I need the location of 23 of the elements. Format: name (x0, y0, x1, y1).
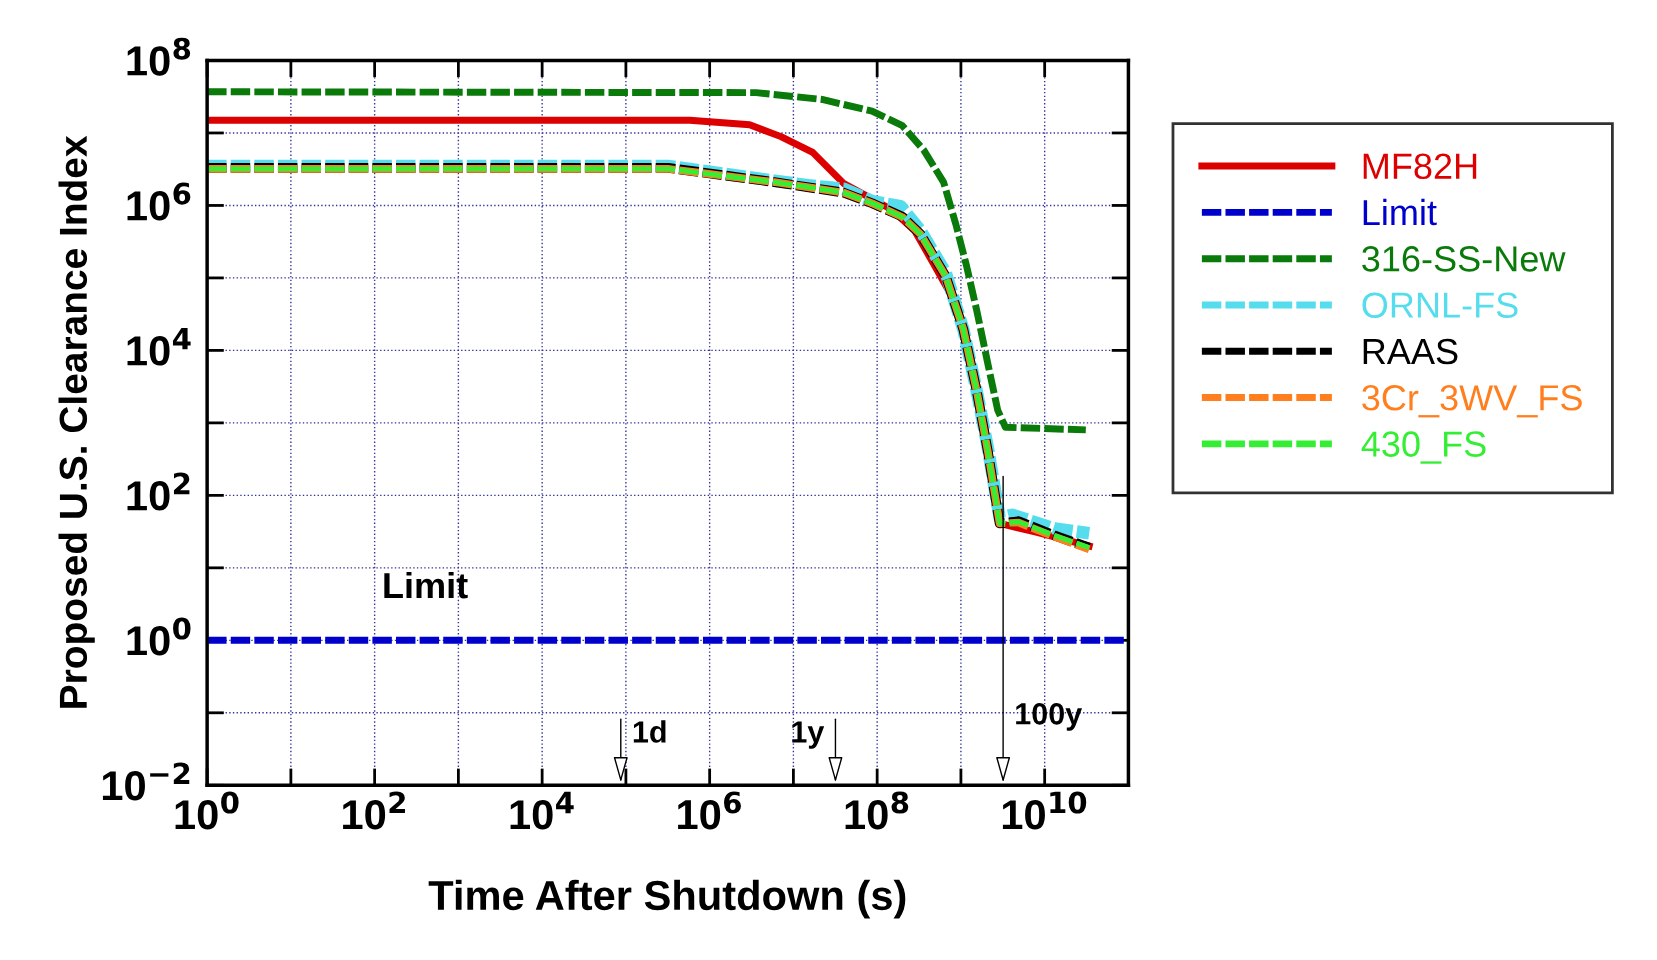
x-tick-label: 10$^{10}$ (1002, 791, 1087, 830)
x-tick-label: 10$^{6}$ (678, 791, 741, 830)
legend-label: 3Cr_3WV_FS (1362, 385, 1582, 418)
legend-label: ORNL-FS (1362, 292, 1518, 318)
x-tick-label: 10$^{2}$ (343, 791, 405, 830)
annotation: 1d (633, 720, 666, 743)
legend-label: RAAS (1363, 338, 1458, 365)
legend-label: 430_FS (1361, 431, 1486, 464)
y-tick-label: 10$^{2}$ (127, 472, 190, 511)
legend-label: MF82H (1363, 153, 1477, 180)
legend-label: 316-SS-New (1362, 246, 1566, 272)
y-tick-label: 10$^{8}$ (127, 37, 191, 76)
x-axis-title: Time After Shutdown (s) (428, 879, 906, 919)
y-tick-label: 10$^{0}$ (127, 617, 191, 656)
y-axis-title: Proposed U.S. Clearance Index (58, 135, 95, 708)
legend-label: Limit (1363, 198, 1437, 226)
annotation: 1y (792, 721, 825, 749)
x-tick-label: 10$^{8}$ (845, 791, 909, 830)
y-tick-label: 10$^{6}$ (127, 182, 191, 221)
y-tick-label: 10$^{4}$ (127, 328, 191, 366)
annotation: 100y (1016, 702, 1083, 731)
annotation: Limit (384, 571, 468, 599)
x-tick-label: 10$^{4}$ (510, 791, 574, 830)
